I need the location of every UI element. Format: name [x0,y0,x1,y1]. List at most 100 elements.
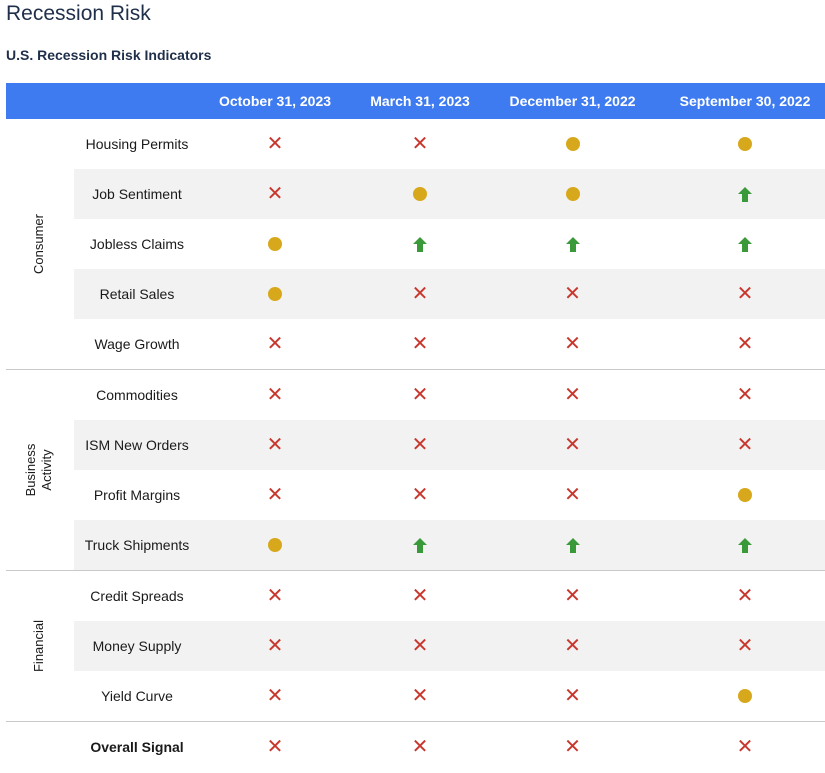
dot-icon [565,137,580,151]
signal-cell: ✕ [200,319,350,369]
indicator-group: Financial Credit Spreads ✕ ✕ ✕ ✕ Money Supply ✕… [6,571,825,722]
table-body: Consumer Housing Permits ✕ ✕ Job Sentiment ✕ J… [6,119,825,772]
signal-cell [655,119,825,169]
signal-cell [490,219,655,269]
x-icon: ✕ [564,685,581,707]
signal-cell: ✕ [350,671,490,721]
x-icon: ✕ [564,283,581,305]
signal-cell: ✕ [655,571,825,621]
signal-cell [200,269,350,319]
signal-cell: ✕ [200,571,350,621]
signal-cell: ✕ [350,722,490,772]
x-icon: ✕ [411,635,429,657]
x-icon: ✕ [564,635,581,657]
x-icon: ✕ [736,434,754,456]
signal-cell: ✕ [490,319,655,369]
indicator-label: Wage Growth [94,336,180,352]
indicator-label: Retail Sales [99,286,175,302]
row-background [74,269,825,319]
x-icon: ✕ [411,133,429,155]
signal-cell [655,520,825,570]
x-icon: ✕ [411,434,429,456]
indicator-label: Yield Curve [101,688,173,704]
signal-cell [655,671,825,721]
signal-cell: ✕ [350,119,490,169]
signal-cell: ✕ [490,671,655,721]
signal-cell: ✕ [200,370,350,420]
signal-cell: ✕ [200,119,350,169]
table-row: Wage Growth ✕ ✕ ✕ ✕ [6,319,825,369]
signal-cell [350,169,490,219]
column-header-oct-2023: October 31, 2023 [218,93,332,109]
x-icon: ✕ [411,283,429,305]
row-background [74,169,825,219]
x-icon: ✕ [411,484,429,506]
signal-cell [655,169,825,219]
indicator-group: Business Activity Commodities ✕ ✕ ✕ ✕ ISM New O… [6,370,825,571]
x-icon: ✕ [564,736,581,758]
x-icon: ✕ [736,384,754,406]
signal-cell: ✕ [655,269,825,319]
x-icon: ✕ [736,736,754,758]
x-icon: ✕ [564,434,581,456]
x-icon: ✕ [736,635,754,657]
signal-cell: ✕ [350,621,490,671]
indicator-label: Housing Permits [85,136,189,152]
signal-cell: ✕ [350,420,490,470]
up-arrow-icon [413,537,427,553]
signal-cell [655,219,825,269]
table-row: Retail Sales ✕ ✕ ✕ [6,269,825,319]
signal-cell: ✕ [350,370,490,420]
indicator-label: Truck Shipments [84,537,190,553]
signal-cell: ✕ [490,370,655,420]
table-row: Yield Curve ✕ ✕ ✕ [6,671,825,721]
column-header-mar-2023: March 31, 2023 [370,93,470,109]
indicator-label: Commodities [96,387,178,403]
dot-icon [413,187,427,201]
signal-cell: ✕ [655,319,825,369]
signal-cell: ✕ [490,621,655,671]
table-row: Truck Shipments [6,520,825,570]
x-icon: ✕ [411,585,429,607]
signal-cell: ✕ [490,470,655,520]
table-row: Housing Permits ✕ ✕ [6,119,825,169]
signal-cell: ✕ [490,420,655,470]
table-row: Money Supply ✕ ✕ ✕ ✕ [6,621,825,671]
x-icon: ✕ [736,283,754,305]
indicator-group: Consumer Housing Permits ✕ ✕ Job Sentiment ✕ J… [6,119,825,370]
signal-cell [350,219,490,269]
dot-icon [738,488,752,502]
x-icon: ✕ [411,685,429,707]
table-row: Profit Margins ✕ ✕ ✕ [6,470,825,520]
up-arrow-icon [738,537,752,553]
dot-icon [738,137,752,151]
table-row: Job Sentiment ✕ [6,169,825,219]
x-icon: ✕ [266,585,284,607]
signal-cell [350,520,490,570]
x-icon: ✕ [564,333,581,355]
dot-icon [268,237,282,251]
dot-icon [738,689,752,703]
signal-cell: ✕ [200,420,350,470]
row-background [74,420,825,470]
up-arrow-icon [738,186,752,202]
x-icon: ✕ [564,585,581,607]
signal-cell [655,470,825,520]
indicator-label: Credit Spreads [90,588,184,604]
table-header-row: October 31, 2023 March 31, 2023 December… [6,83,825,119]
signal-cell: ✕ [350,319,490,369]
dot-icon [268,538,282,552]
x-icon: ✕ [736,585,754,607]
x-icon: ✕ [266,333,284,355]
dot-icon [268,287,282,301]
indicator-label: Jobless Claims [89,236,185,252]
row-background [74,621,825,671]
indicator-label: ISM New Orders [85,437,189,453]
up-arrow-icon [738,236,752,252]
x-icon: ✕ [266,635,284,657]
x-icon: ✕ [411,384,429,406]
table-row: Commodities ✕ ✕ ✕ ✕ [6,370,825,420]
signal-cell [490,169,655,219]
dot-icon [565,187,580,201]
up-arrow-icon [413,236,427,252]
